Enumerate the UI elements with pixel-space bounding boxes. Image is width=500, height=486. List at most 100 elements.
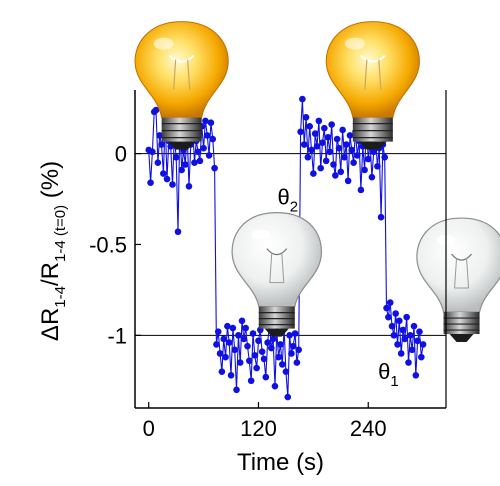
data-point <box>368 173 376 181</box>
data-point <box>335 144 343 152</box>
data-point <box>200 144 207 152</box>
data-point <box>361 166 368 174</box>
data-point <box>233 386 240 394</box>
data-point <box>246 357 253 365</box>
annotation-theta-1: θ1 <box>378 359 399 390</box>
data-point <box>291 330 299 337</box>
data-point <box>302 113 310 121</box>
data-point <box>267 344 275 352</box>
data-point <box>242 324 249 332</box>
data-point <box>218 368 226 375</box>
data-point <box>240 335 248 343</box>
data-point <box>339 126 346 134</box>
data-point <box>202 117 209 125</box>
data-point <box>394 341 401 348</box>
data-point <box>388 322 396 330</box>
data-point <box>275 353 282 361</box>
data-point <box>269 335 277 343</box>
data-point <box>196 157 204 165</box>
data-point <box>235 332 242 339</box>
data-point <box>370 148 378 156</box>
unlit-bulb-icon <box>231 212 323 338</box>
data-point <box>174 228 182 236</box>
data-point <box>225 339 233 346</box>
data-point <box>299 95 306 103</box>
data-point <box>328 121 335 128</box>
data-point <box>353 152 361 159</box>
data-point <box>236 359 244 366</box>
data-point <box>163 175 171 183</box>
data-point <box>412 371 420 379</box>
x-tick-label: 240 <box>350 416 387 441</box>
data-point <box>284 393 292 401</box>
data-point <box>207 119 215 127</box>
data-point <box>324 133 332 141</box>
data-point <box>149 148 156 156</box>
data-point <box>295 346 303 354</box>
x-tick-label: 0 <box>143 416 155 441</box>
data-point <box>293 359 301 366</box>
data-point <box>386 299 394 306</box>
data-point <box>306 123 314 130</box>
data-point <box>258 348 266 355</box>
data-point <box>160 170 167 177</box>
data-point <box>300 141 308 148</box>
data-point <box>194 148 202 156</box>
data-point <box>374 163 381 170</box>
data-point <box>147 179 154 186</box>
data-point <box>255 337 262 345</box>
data-point <box>310 170 317 177</box>
data-point <box>191 159 198 166</box>
data-point <box>385 313 392 321</box>
data-point <box>216 350 224 357</box>
data-point <box>297 128 304 136</box>
data-point <box>288 350 295 357</box>
data-point <box>405 359 412 366</box>
data-point <box>350 159 357 166</box>
data-point <box>344 177 352 185</box>
data-point <box>333 135 341 143</box>
data-point <box>224 322 231 330</box>
data-point <box>337 168 345 176</box>
data-point <box>249 330 257 337</box>
lit-bulb-icon <box>134 20 230 151</box>
data-point <box>401 335 409 343</box>
data-point <box>322 157 330 165</box>
data-point <box>332 172 339 179</box>
data-point <box>342 141 350 148</box>
data-point <box>410 322 418 330</box>
data-point <box>377 213 385 221</box>
data-point <box>262 373 270 381</box>
unlit-bulb-icon <box>416 217 500 343</box>
data-point <box>231 346 239 354</box>
data-point <box>390 332 398 339</box>
data-point <box>407 332 414 339</box>
data-point <box>286 332 293 339</box>
annotation-theta-2: θ2 <box>277 184 298 215</box>
data-point <box>222 353 229 361</box>
data-point <box>418 353 425 361</box>
data-point <box>319 139 326 146</box>
data-point <box>416 328 423 335</box>
data-point <box>403 313 410 321</box>
data-point <box>278 361 286 368</box>
data-point <box>154 159 162 166</box>
y-axis-title: ΔR1-4/R1-4 (t=0) (%) <box>37 161 69 341</box>
data-point <box>158 141 165 148</box>
data-point <box>330 161 337 168</box>
data-point <box>264 339 271 346</box>
y-tick-label: -1 <box>107 323 127 348</box>
data-point <box>341 153 348 161</box>
data-point <box>227 371 235 379</box>
data-point <box>156 132 163 139</box>
data-point <box>253 364 260 372</box>
data-point <box>229 324 237 332</box>
y-tick-label: 0 <box>115 142 127 167</box>
data-point <box>308 146 315 154</box>
data-point <box>182 161 189 168</box>
data-point <box>357 186 365 194</box>
data-point <box>271 382 279 390</box>
data-point <box>185 183 193 190</box>
data-point <box>244 342 251 350</box>
